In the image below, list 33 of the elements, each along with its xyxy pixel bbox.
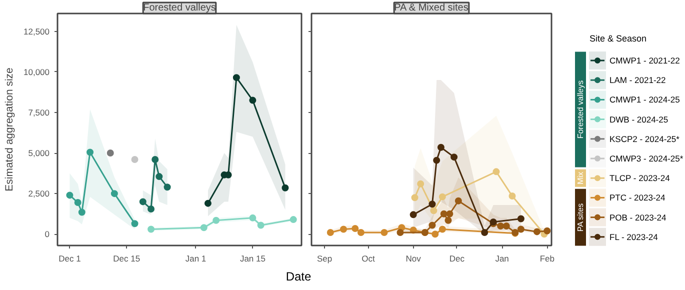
text: Mix: [576, 172, 585, 184]
legend-label: KSCP2 - 2024-25*: [610, 134, 680, 144]
y-tick-label: 7,500: [28, 107, 50, 118]
legend-label: DWB - 2024-25: [610, 114, 668, 124]
legend-label: FL - 2023-24: [610, 232, 658, 242]
legend-label: CMWP1 - 2021-22: [610, 56, 680, 66]
x-tick-label: Nov: [406, 254, 422, 264]
legend-label: LAM - 2021-22: [610, 75, 666, 86]
x-tick-label: Sep: [317, 254, 332, 264]
legend-label: CMWP3 - 2024-25*: [610, 154, 684, 164]
x-tick-label: Jan: [495, 254, 510, 264]
legend-label: TLCP - 2023-24: [610, 173, 670, 184]
legend-label: POB - 2023-24: [610, 212, 666, 222]
x-tick-label: Oct: [362, 254, 376, 264]
y-tick-label: 0: [44, 229, 50, 240]
y-tick-label: 10,000: [24, 66, 50, 77]
x-tick-label: Dec 15: [113, 254, 140, 264]
chart-title: PA & Mixed sites: [394, 2, 468, 14]
y-axis-title: Esimated aggregation size: [4, 67, 16, 192]
y-tick-label: 12,500: [24, 26, 50, 36]
x-axis-title: Date: [286, 270, 312, 284]
x-tick-label: Dec: [449, 254, 466, 264]
x-tick-label: Dec 1: [58, 254, 82, 264]
legend-title: Site & Season: [590, 34, 647, 44]
y-tick-label: 5,000: [28, 148, 50, 158]
legend-label: PTC - 2023-24: [610, 192, 666, 203]
text: PA sites: [576, 203, 585, 232]
legend-label: CMWP1 - 2024-25: [610, 94, 680, 105]
y-tick-label: 2,500: [28, 188, 50, 199]
text: Forested valleys: [576, 80, 585, 139]
x-tick-label: Jan 15: [240, 254, 266, 264]
x-tick-label: Feb: [540, 254, 555, 264]
x-tick-label: Jan 1: [185, 254, 206, 264]
